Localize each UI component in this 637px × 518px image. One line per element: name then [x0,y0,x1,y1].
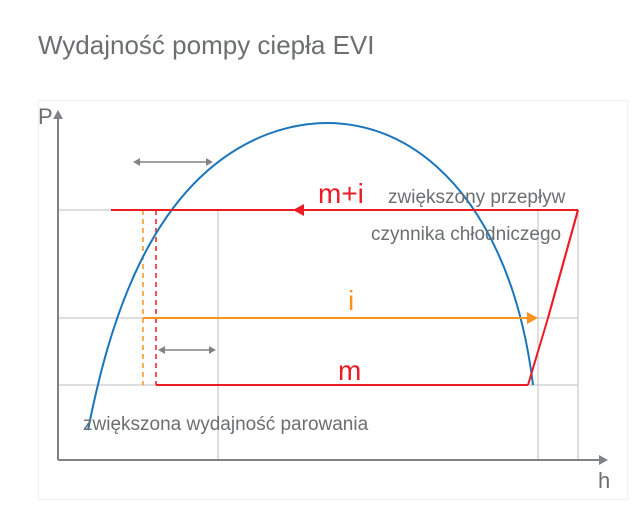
svg-text:zwiększony przepływ: zwiększony przepływ [388,187,566,208]
svg-text:m+i: m+i [318,178,364,209]
svg-text:zwiększona wydajność parowania: zwiększona wydajność parowania [83,414,369,435]
svg-text:h: h [598,468,610,493]
svg-text:i: i [348,285,354,316]
svg-text:czynnika chłodniczego: czynnika chłodniczego [371,224,561,245]
title-text: Wydajność pompy ciepła EVI [38,30,374,60]
page-title: Wydajność pompy ciepła EVI [38,30,374,61]
svg-text:m: m [338,355,361,386]
svg-text:P: P [38,104,53,129]
ph-diagram: Ph m+i zwiększony przepływ czynnika chłodni… [38,100,628,500]
